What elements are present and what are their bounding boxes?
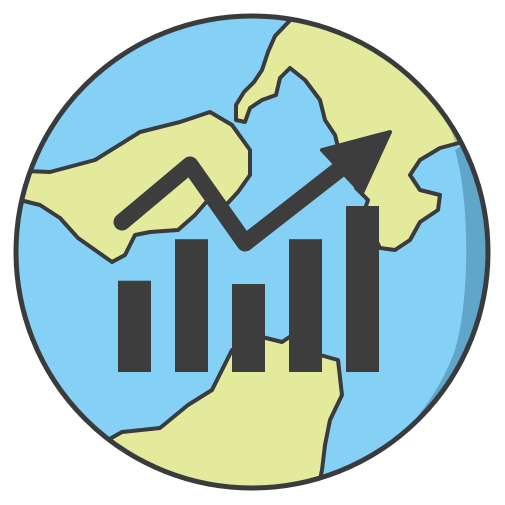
- chart-bar-1: [118, 280, 151, 372]
- trend-arrow: [113, 130, 392, 252]
- chart-bar-3: [232, 284, 265, 372]
- chart-bar-2: [175, 239, 208, 372]
- globe-outline: [13, 13, 491, 491]
- chart-bar-5: [346, 206, 379, 372]
- continent-left: [16, 112, 250, 262]
- arrow-head-icon: [320, 130, 392, 195]
- chart-bar-4: [289, 239, 322, 372]
- trend-line: [113, 156, 354, 252]
- chart-bars: [118, 206, 379, 372]
